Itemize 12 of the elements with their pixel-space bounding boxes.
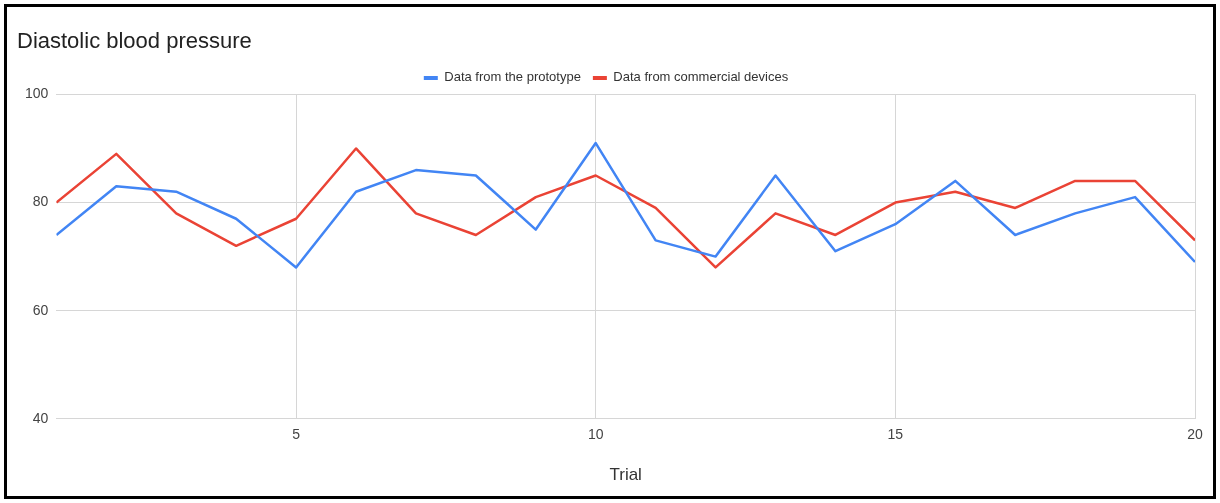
legend-label: Data from the prototype xyxy=(444,69,581,85)
y-tick-label: 40 xyxy=(32,409,49,426)
x-tick-label: 20 xyxy=(1187,426,1203,443)
chart-title: Diastolic blood pressure xyxy=(17,28,252,54)
y-tick-label: 100 xyxy=(25,85,49,102)
x-tick-label: 5 xyxy=(292,426,301,443)
y-tick-label: 80 xyxy=(32,193,49,210)
x-tick-label: 10 xyxy=(587,426,604,443)
legend-label: Data from commercial devices xyxy=(613,69,789,85)
y-tick-label: 60 xyxy=(32,301,49,318)
x-tick-label: 15 xyxy=(887,426,904,443)
x-axis-title: Trial xyxy=(609,465,642,485)
